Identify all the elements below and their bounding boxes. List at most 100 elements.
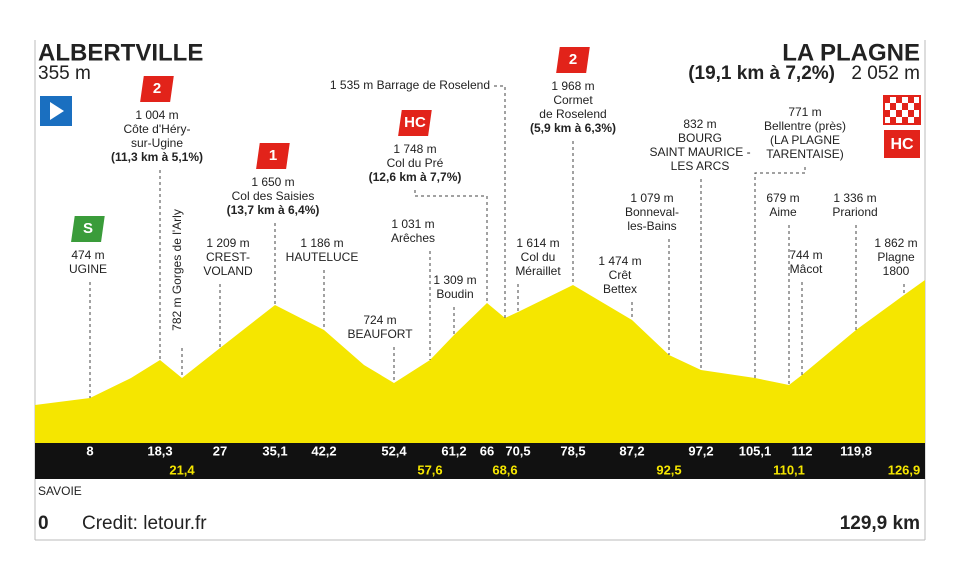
- km-label: 57,6: [417, 462, 442, 477]
- waypoint-name: BOURG: [678, 131, 722, 145]
- start-name: ALBERTVILLE: [38, 39, 203, 66]
- km-label: 126,9: [888, 462, 921, 477]
- waypoint-altitude: 1 748 m: [393, 142, 436, 156]
- waypoint-altitude: 679 m: [766, 191, 799, 205]
- km-label: 119,8: [840, 443, 872, 458]
- leader-line: [754, 167, 806, 378]
- km-band: [35, 443, 925, 479]
- leader-line: [494, 85, 506, 318]
- waypoint-altitude: 1 004 m: [135, 108, 178, 122]
- finish-badge-text: HC: [890, 136, 914, 153]
- km-label: 66: [480, 443, 494, 458]
- credit: Credit: letour.fr: [82, 513, 207, 534]
- km-label: 61,2: [441, 443, 466, 458]
- waypoint-climb: (5,9 km à 6,3%): [530, 121, 616, 135]
- waypoint-name: Arêches: [391, 231, 435, 245]
- waypoint-name: Bettex: [603, 282, 637, 296]
- km-label: 78,5: [560, 443, 585, 458]
- waypoint-name: Plagne: [877, 250, 915, 264]
- region: SAVOIE: [38, 484, 82, 498]
- km-label: 27: [213, 443, 227, 458]
- finish-climb: (19,1 km à 7,2%): [688, 63, 835, 84]
- waypoint-name: VOLAND: [203, 264, 253, 278]
- finish-flag: [883, 95, 921, 125]
- waypoint-name: Col du: [521, 250, 556, 264]
- km-label: 87,2: [619, 443, 644, 458]
- finish-badge: [884, 130, 920, 158]
- waypoint-altitude: 1 474 m: [598, 254, 641, 268]
- km-label: 68,6: [492, 462, 517, 477]
- waypoint-name: SAINT MAURICE -: [649, 145, 750, 159]
- waypoint-altitude: 744 m: [789, 248, 822, 262]
- waypoint-climb: (11,3 km à 5,1%): [111, 150, 203, 164]
- waypoint-climb: (12,6 km à 7,7%): [369, 170, 462, 184]
- waypoint-name: Méraillet: [515, 264, 561, 278]
- waypoint-altitude: 771 m: [788, 105, 821, 119]
- finish-name: LA PLAGNE: [782, 39, 920, 66]
- climb-badge: [71, 216, 105, 242]
- km-label: 97,2: [688, 443, 713, 458]
- waypoint-altitude: 1 031 m: [391, 217, 434, 231]
- waypoint-name: Aime: [769, 205, 797, 219]
- waypoint-name: Bellentre (près): [764, 119, 846, 133]
- waypoint-name: Bonneval-: [625, 205, 679, 219]
- waypoint-altitude: 1 186 m: [300, 236, 343, 250]
- waypoint-name: Crêt: [609, 268, 632, 282]
- waypoint-altitude: 1 968 m: [551, 79, 594, 93]
- waypoint-altitude: 1 614 m: [516, 236, 559, 250]
- km-label: 112: [792, 443, 813, 458]
- climb-badge-text: 2: [569, 51, 577, 68]
- waypoint-altitude: 1 862 m: [874, 236, 917, 250]
- start-km: 0: [38, 513, 49, 534]
- total-distance: 129,9 km: [840, 513, 920, 534]
- waypoint-name: BEAUFORT: [347, 327, 413, 341]
- waypoint-name: (LA PLAGNE: [770, 133, 840, 147]
- km-label: 42,2: [311, 443, 336, 458]
- waypoint-altitude: 474 m: [71, 248, 104, 262]
- climb-badge: [398, 110, 432, 136]
- waypoint-name: Col du Pré: [387, 156, 444, 170]
- km-label: 8: [86, 443, 93, 458]
- waypoint-name: Cormet: [553, 93, 593, 107]
- climb-badge-text: S: [83, 220, 93, 237]
- finish-altitude: 2 052 m: [851, 63, 920, 84]
- waypoint-altitude: 1 309 m: [433, 273, 476, 287]
- climb-badge-text: HC: [404, 114, 426, 131]
- km-label: 92,5: [656, 462, 681, 477]
- climb-badge-text: 1: [269, 147, 277, 164]
- waypoint-name: TARENTAISE): [766, 147, 844, 161]
- waypoint-name: de Roselend: [539, 107, 606, 121]
- waypoint-climb: (13,7 km à 6,4%): [227, 203, 320, 217]
- km-label: 18,3: [147, 443, 172, 458]
- km-label: 21,4: [169, 462, 195, 477]
- climb-badge: [140, 76, 174, 102]
- climb-badge-text: 2: [153, 80, 161, 97]
- waypoint-name: CREST-: [206, 250, 250, 264]
- km-label: 70,5: [505, 443, 530, 458]
- profile: [35, 280, 925, 443]
- km-label: 52,4: [381, 443, 407, 458]
- waypoint-name: HAUTELUCE: [286, 250, 359, 264]
- leader-line: [414, 190, 488, 303]
- climb-badge: [256, 143, 290, 169]
- waypoint-altitude: 1 079 m: [630, 191, 673, 205]
- climb-badge: [556, 47, 590, 73]
- waypoint-altitude: 1 650 m: [251, 175, 294, 189]
- waypoint-name: les-Bains: [627, 219, 676, 233]
- waypoint-name: Col des Saisies: [232, 189, 315, 203]
- waypoint-label: 782 m Gorges de l'Arly: [170, 209, 184, 331]
- waypoint-name: Mâcot: [790, 262, 823, 276]
- km-label: 110,1: [773, 462, 805, 477]
- waypoint-name: sur-Ugine: [131, 136, 183, 150]
- waypoint-name: Prariond: [832, 205, 877, 219]
- waypoint-altitude: 832 m: [683, 117, 716, 131]
- start-altitude: 355 m: [38, 63, 91, 84]
- waypoint-altitude: 724 m: [363, 313, 396, 327]
- start-flag-icon: [50, 102, 64, 120]
- waypoint-label: 1 535 m Barrage de Roselend: [330, 78, 490, 92]
- waypoint-name: Côte d'Héry-: [124, 122, 191, 136]
- waypoint-name: LES ARCS: [671, 159, 730, 173]
- waypoint-name: UGINE: [69, 262, 107, 276]
- waypoint-altitude: 1 336 m: [833, 191, 876, 205]
